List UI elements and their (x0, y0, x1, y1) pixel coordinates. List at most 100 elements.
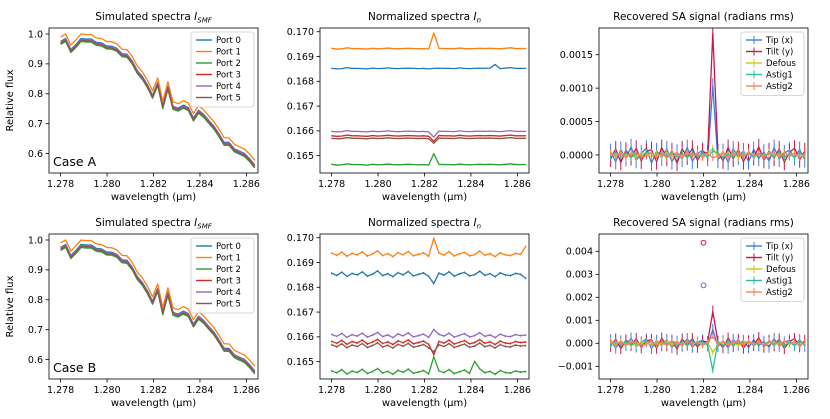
plot-area (60, 33, 256, 169)
y-tick-label: 0.168 (287, 283, 314, 294)
y-tick-label: 0.169 (287, 258, 314, 269)
y-tick-label: 0.165 (287, 151, 314, 162)
x-tick-label: 1.280 (643, 179, 670, 190)
x-tick-label: 1.278 (318, 179, 345, 190)
case-label: Case A (53, 154, 97, 169)
title-symbol: I (473, 11, 476, 23)
legend-label: Port 4 (216, 288, 241, 298)
legend-label: Port 2 (216, 265, 241, 275)
series-astig2 (610, 333, 806, 349)
axes-frame (598, 27, 809, 174)
legend-label: Port 1 (216, 254, 241, 264)
legend-label: Port 1 (216, 48, 241, 58)
y-tick-label: 0.166 (287, 332, 314, 343)
y-tick-label: 0.001 (566, 316, 593, 327)
axes-frame (319, 27, 530, 174)
legend-label: Astig1 (766, 277, 793, 287)
series-port-5 (60, 245, 256, 374)
series-line (331, 63, 526, 70)
y-tick-label: 0.003 (566, 270, 593, 281)
y-tick-label: 1.0 (28, 235, 43, 246)
x-tick-label: 1.284 (736, 385, 763, 396)
series-port-5 (331, 136, 527, 144)
plot-area (331, 32, 527, 166)
title-symbol: I (473, 217, 476, 229)
case-label: Case B (53, 360, 96, 375)
title-text: Recovered SA signal (radians rms) (613, 217, 794, 229)
legend-label: Astig2 (766, 82, 793, 92)
x-tick-label: 1.278 (47, 179, 74, 190)
y-tick-label: 0.167 (287, 101, 314, 112)
x-tick-label: 1.284 (186, 385, 213, 396)
y-axis-label: Relative flux (5, 275, 16, 337)
y-tick-label: 0.0010 (560, 83, 593, 94)
x-tick-label: 1.282 (411, 179, 438, 190)
y-tick-label: 0.168 (287, 77, 314, 88)
x-tick-label: 1.280 (93, 179, 120, 190)
x-tick-label: 1.282 (411, 385, 438, 396)
title-text: Simulated spectra (95, 11, 194, 23)
x-axis-label: wavelength (μm) (382, 192, 467, 203)
series-astig2 (610, 148, 806, 161)
x-tick-label: 1.278 (597, 385, 624, 396)
legend-label: Defous (766, 265, 796, 275)
plot-area (60, 239, 256, 375)
x-axis-label: wavelength (μm) (661, 192, 746, 203)
y-tick-label: 0.0000 (560, 150, 593, 161)
panel-A-sim: Simulated spectra ISMF 1.278 1.280 1.282 1.2… (5, 11, 260, 203)
series-line (60, 239, 256, 367)
axes-frame (48, 27, 259, 174)
panel-title: Simulated spectra ISMF (95, 11, 213, 25)
y-axis-label: Relative flux (5, 69, 16, 131)
title-text: Recovered SA signal (radians rms) (613, 11, 794, 23)
legend-box (190, 31, 255, 108)
plot-area (610, 28, 806, 171)
panel-title: Recovered SA signal (radians rms) (613, 11, 794, 23)
panel-title: Normalized spectra In (368, 11, 481, 25)
x-tick-label: 1.284 (736, 179, 763, 190)
x-tick-label: 1.280 (93, 385, 120, 396)
y-tick-label: −0.001 (558, 362, 593, 373)
x-axis-label: wavelength (μm) (382, 398, 467, 409)
y-tick-label: 0.167 (287, 307, 314, 318)
panel-B-sa: Recovered SA signal (radians rms) 1.278 1.… (558, 217, 810, 409)
title-subscript: SMF (197, 223, 212, 231)
panel-title: Simulated spectra ISMF (95, 217, 213, 231)
legend-label: Tip (x) (765, 242, 793, 252)
x-axis-label: wavelength (μm) (111, 398, 196, 409)
legend-label: Port 0 (216, 36, 241, 46)
legend-label: Port 5 (216, 94, 241, 104)
x-tick-label: 1.278 (597, 179, 624, 190)
series-line (331, 356, 526, 375)
y-tick-label: 0.169 (287, 52, 314, 63)
legend-label: Port 4 (216, 82, 241, 92)
series-port-0 (331, 63, 527, 70)
x-tick-label: 1.286 (233, 385, 260, 396)
y-tick-label: 0.165 (287, 357, 314, 368)
x-axis-label: wavelength (μm) (661, 398, 746, 409)
title-subscript: SMF (197, 17, 212, 25)
y-tick-label: 1.0 (28, 29, 43, 40)
title-text: Normalized spectra (368, 11, 473, 23)
series-line (331, 32, 526, 50)
panel-B-norm: Normalized spectra In 1.278 1.280 1.282 1.28… (287, 217, 531, 409)
x-tick-label: 1.284 (457, 385, 484, 396)
legend-label: Port 5 (216, 300, 241, 310)
y-tick-label: 0.7 (28, 119, 43, 130)
title-subscript: n (477, 17, 481, 25)
x-tick-label: 1.282 (140, 385, 167, 396)
legend-box (190, 237, 255, 314)
series-port-5 (331, 341, 527, 353)
y-tick-label: 0.166 (287, 126, 314, 137)
x-tick-label: 1.280 (364, 385, 391, 396)
x-tick-label: 1.286 (783, 385, 810, 396)
axes-frame (319, 233, 530, 380)
title-text: Normalized spectra (368, 217, 473, 229)
x-tick-label: 1.278 (47, 385, 74, 396)
series-port-3 (331, 338, 527, 356)
series-line (60, 39, 256, 168)
legend-label: Tilt (y) (765, 254, 793, 264)
title-symbol: I (194, 11, 197, 23)
x-tick-label: 1.282 (140, 179, 167, 190)
